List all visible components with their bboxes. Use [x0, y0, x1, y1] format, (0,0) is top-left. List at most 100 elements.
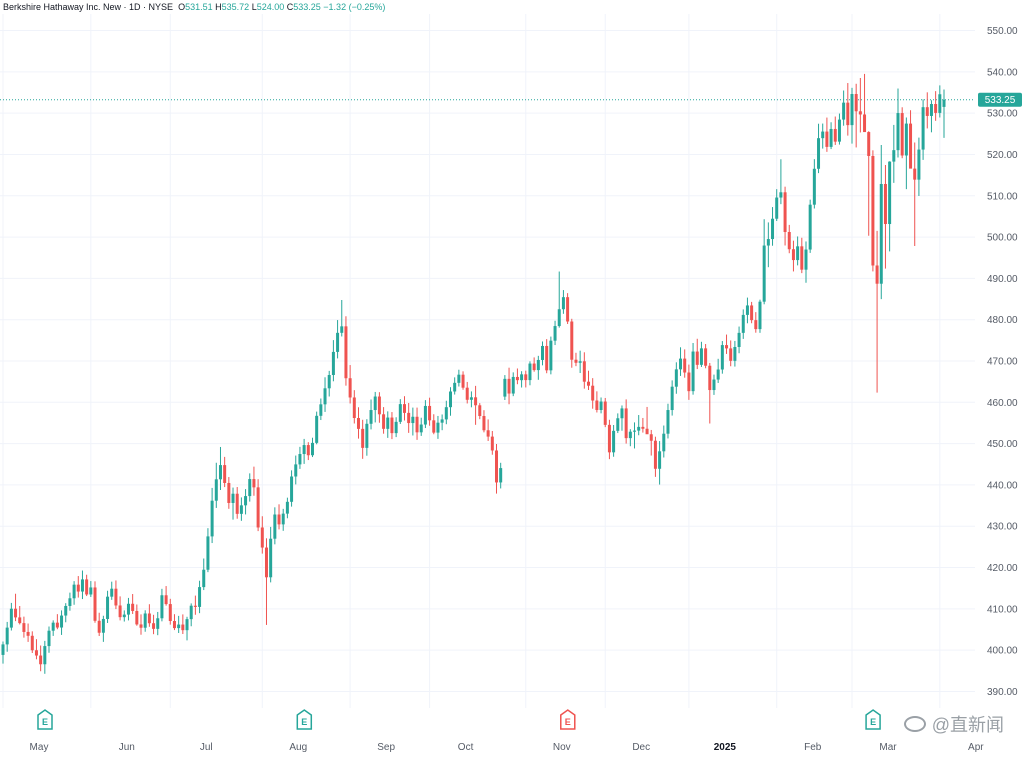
candle — [599, 397, 603, 414]
x-tick-label: Mar — [879, 742, 897, 753]
candle — [244, 489, 248, 515]
earnings-marker[interactable]: E — [560, 709, 576, 730]
candle — [440, 414, 444, 431]
high-label: H — [215, 2, 222, 12]
candle — [607, 419, 611, 460]
candle-body — [791, 249, 795, 261]
x-tick-label: 2025 — [714, 742, 737, 753]
candle-body — [411, 416, 415, 424]
candle — [913, 142, 917, 246]
candle — [223, 456, 227, 488]
candle-body — [741, 314, 745, 333]
candle-body — [511, 376, 515, 394]
candle-body — [674, 369, 678, 387]
y-tick-label: 410.00 — [987, 604, 1018, 615]
candle-body — [14, 608, 18, 618]
candle-body — [177, 624, 181, 629]
candle — [93, 581, 97, 623]
candle-body — [766, 239, 770, 246]
earnings-marker[interactable]: E — [296, 709, 313, 730]
candle-body — [649, 434, 653, 441]
candle-body — [541, 345, 545, 360]
price-axis[interactable]: 390.00 400.00 410.00 420.00 430.00 440.00 450.… — [978, 26, 1022, 698]
candle — [791, 240, 795, 272]
candle-body — [578, 361, 582, 363]
candle-body — [306, 445, 310, 456]
candle-body — [917, 149, 921, 180]
candle-body — [536, 359, 540, 371]
low-value: 524.00 — [256, 2, 285, 12]
candle-body — [139, 624, 143, 628]
candle-body — [758, 301, 762, 330]
candle-body — [206, 536, 210, 570]
candle-body — [938, 94, 942, 113]
candle-body — [264, 547, 268, 578]
candle — [315, 411, 319, 445]
candle — [423, 400, 427, 429]
x-tick-label: Feb — [804, 742, 822, 753]
time-axis[interactable]: MayJunJulAugSepOctNovDec2025FebMarAprMay — [30, 742, 1024, 753]
candle — [817, 123, 821, 174]
candle-body — [737, 332, 741, 347]
candle-body — [720, 345, 724, 370]
candle — [800, 237, 804, 274]
candle — [126, 597, 130, 621]
candle — [507, 367, 511, 405]
candle — [645, 406, 649, 435]
candle-body — [561, 297, 565, 310]
candle-body — [549, 340, 553, 371]
candle — [775, 189, 779, 222]
candle-body — [653, 440, 657, 469]
candle — [779, 159, 783, 205]
candle — [306, 442, 310, 461]
candle — [495, 443, 499, 494]
candle — [620, 405, 624, 431]
candle — [842, 90, 846, 126]
candle — [578, 350, 582, 374]
candle-body — [871, 155, 875, 266]
candle — [72, 581, 76, 605]
y-tick-label: 480.00 — [987, 315, 1018, 326]
x-tick-label: Sep — [377, 742, 395, 753]
candle — [691, 342, 695, 395]
candle-body — [921, 107, 925, 150]
earnings-marker[interactable]: E — [865, 709, 881, 730]
candle — [766, 222, 770, 268]
last-price-tag — [978, 92, 1022, 107]
candle-body — [787, 231, 791, 250]
candle — [783, 186, 787, 246]
candle — [863, 73, 867, 133]
candle — [486, 419, 490, 441]
candle-body — [156, 618, 160, 629]
candle — [114, 580, 118, 610]
candle-body — [419, 424, 423, 433]
candle-body — [633, 430, 637, 432]
candle — [658, 441, 662, 485]
candle — [829, 122, 833, 150]
candle-body — [181, 624, 185, 631]
candle — [444, 400, 448, 425]
candle-body — [248, 479, 252, 497]
earnings-label: E — [42, 717, 48, 727]
candle — [670, 380, 674, 416]
candle — [193, 595, 197, 615]
candle — [356, 407, 360, 439]
candle-body — [440, 419, 444, 423]
candle — [181, 614, 185, 635]
candle — [30, 631, 34, 654]
candle-body — [377, 396, 381, 415]
candle — [152, 614, 156, 635]
earnings-marker[interactable]: E — [37, 709, 53, 730]
symbol-legend: Berkshire Hathaway Inc. New · 1D · NYSE … — [3, 2, 385, 12]
candle — [587, 370, 591, 390]
close-label: C — [286, 2, 294, 12]
candle — [725, 334, 729, 354]
candle — [925, 92, 929, 129]
candle-body — [72, 584, 76, 599]
candle-body — [315, 415, 319, 443]
candle — [545, 339, 549, 374]
candle — [737, 326, 741, 354]
candle — [185, 616, 189, 641]
x-tick-label: Dec — [632, 742, 650, 753]
